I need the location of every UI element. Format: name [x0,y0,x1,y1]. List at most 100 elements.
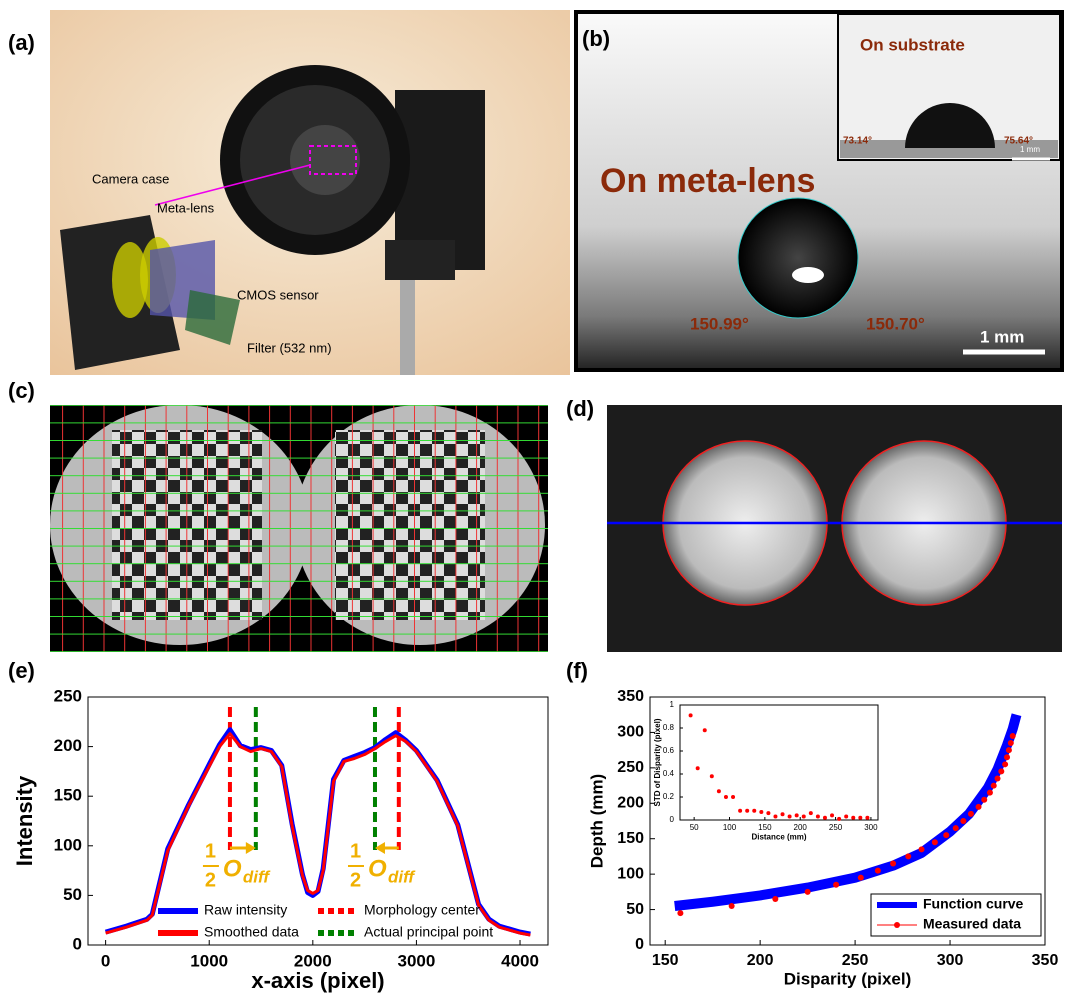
data-point [875,868,881,874]
y-axis-label: Intensity [12,775,37,866]
y-tick-label: 350 [617,688,644,705]
photo-d [607,405,1062,652]
data-point [851,816,855,820]
angle-label: 150.99° [690,314,749,333]
data-point [968,811,974,817]
panel-label: (d) [566,396,594,421]
panel-label: (a) [8,30,35,55]
annotation-text: 1 [205,840,216,862]
y-tick-label: 0 [635,936,644,953]
legend-label: Raw intensity [204,902,287,918]
data-point [858,875,864,881]
y-tick-label: 300 [617,724,644,741]
y-tick-label: 200 [617,795,644,812]
y-tick-label: 50 [63,885,82,904]
data-point [1002,761,1008,767]
annotation-text: O [223,855,242,882]
annotation-text: 2 [205,869,216,891]
y-tick-label: 0.6 [663,746,675,755]
data-point [1008,740,1014,746]
x-tick-label: 300 [937,952,964,969]
data-point [766,811,770,815]
x-tick-label: 250 [842,952,869,969]
data-point [830,813,834,817]
data-point [802,815,806,819]
x-tick-label: 350 [1032,952,1059,969]
data-point [998,768,1004,774]
x-axis-label: x-axis (pixel) [251,968,384,993]
data-point [995,775,1001,781]
data-point [795,813,799,817]
x-tick-label: 1000 [190,951,228,970]
data-point [919,846,925,852]
y-tick-label: 100 [617,865,644,882]
angle-label: 73.14° [843,136,872,147]
y-tick-label: 0 [73,934,82,953]
y-tick-label: 0.2 [663,792,675,801]
legend-label: Measured data [923,916,1021,932]
x-tick-label: 150 [652,952,679,969]
photo-a [50,10,570,375]
data-point [844,815,848,819]
plot-area [680,705,878,820]
data-point [731,795,735,799]
x-tick-label: 300 [864,823,878,832]
x-tick-label: 150 [758,823,772,832]
y-axis-label: STD of Disparity (pixel) [653,718,662,806]
x-tick-label: 250 [829,823,843,832]
y-tick-label: 1 [670,700,675,709]
inset-title: On substrate [860,35,965,54]
data-point [823,816,827,820]
data-point [729,903,735,909]
data-point [809,811,813,815]
data-point [752,809,756,813]
y-tick-label: 150 [54,786,82,805]
data-point [953,825,959,831]
data-point [991,783,997,789]
data-point [805,889,811,895]
y-tick-label: 250 [617,759,644,776]
data-point [689,713,693,717]
panel-label: (e) [8,658,35,683]
data-point [788,815,792,819]
data-point [837,817,841,821]
angle-label: 150.70° [866,314,925,333]
data-point [1010,733,1016,739]
panel-label: (c) [8,378,35,403]
legend-label: Actual principal point [364,924,493,940]
photo-c [50,405,548,652]
data-point [932,839,938,845]
y-tick-label: 100 [54,835,82,854]
data-point [960,818,966,824]
y-tick-label: 0 [670,815,675,824]
y-tick-label: 50 [626,901,644,918]
x-tick-label: 0 [101,951,110,970]
legend-label: Smoothed data [204,924,299,940]
x-tick-label: 4000 [501,951,539,970]
data-point [738,809,742,813]
x-tick-label: 100 [723,823,737,832]
data-point [724,795,728,799]
data-point [759,810,763,814]
panel-label: (f) [566,658,588,683]
y-tick-label: 150 [617,830,644,847]
photo-label: Filter (532 nm) [247,340,332,355]
data-point [981,797,987,803]
data-point [1006,747,1012,753]
data-point [710,774,714,778]
annotation-text: diff [243,867,271,886]
y-tick-label: 0.4 [663,769,675,778]
data-point [943,832,949,838]
x-tick-label: 200 [747,952,774,969]
scale-label: 1 mm [1020,145,1040,154]
x-axis-label: Distance (mm) [751,833,806,842]
data-point [772,896,778,902]
data-point [745,809,749,813]
data-point [773,815,777,819]
panel-label: (b) [582,26,610,51]
x-tick-label: 200 [794,823,808,832]
y-tick-label: 250 [54,686,82,705]
photo-title: On meta-lens [600,162,815,200]
y-tick-label: 0.8 [663,723,675,732]
data-point [905,853,911,859]
